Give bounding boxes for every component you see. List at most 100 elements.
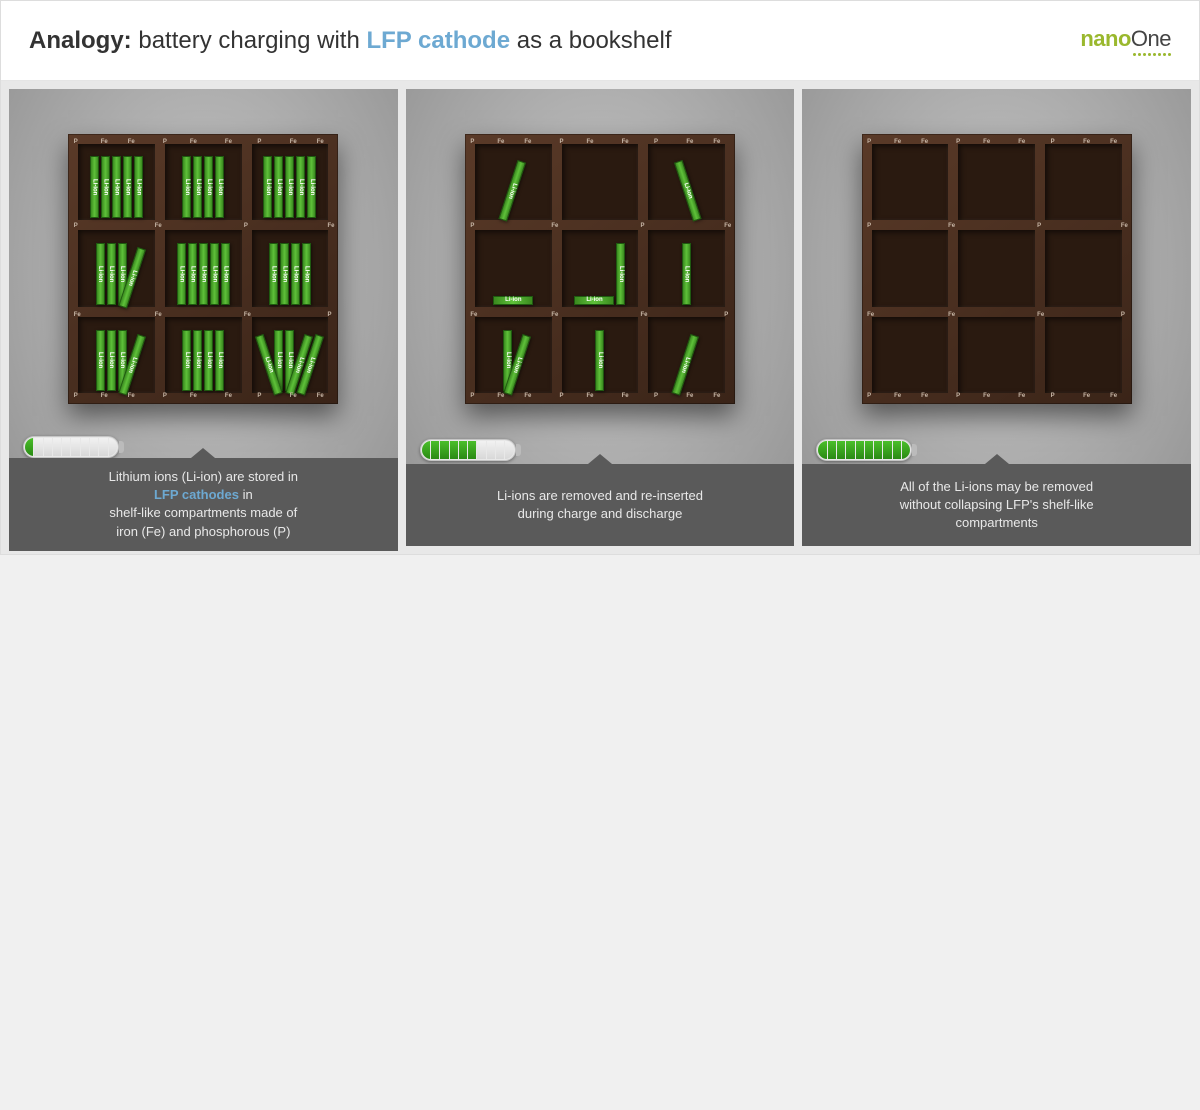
shelf-cell <box>562 144 639 221</box>
label-fe: Fe <box>1121 223 1128 229</box>
book-icon: Li-ion <box>177 243 186 305</box>
battery-segment <box>99 438 107 456</box>
battery-segment <box>902 441 910 459</box>
book-group <box>875 146 946 219</box>
logo-word-a: nano <box>1080 26 1131 51</box>
battery-segment <box>81 438 89 456</box>
book-icon: Li-ion <box>101 156 110 218</box>
title-bold: Analogy: <box>29 27 132 54</box>
book-icon: Li-ion <box>107 243 116 305</box>
label-fe: Fe <box>328 223 335 229</box>
shelf-cell: Li-ion <box>475 144 552 221</box>
book-icon: Li-ion <box>90 156 99 218</box>
label-fe: Fe <box>587 393 594 399</box>
label-p: P <box>1051 393 1055 399</box>
caption-part: Li-ions are removed and re-inserted duri… <box>497 488 703 521</box>
label-p: P <box>74 139 78 145</box>
header: Analogy: battery charging with LFP catho… <box>1 1 1199 81</box>
book-group <box>1048 232 1119 305</box>
book-group: Li-ionLi-ionLi-ionLi-ion <box>81 319 152 392</box>
book-icon: Li-ion <box>204 156 213 218</box>
book-group <box>961 146 1032 219</box>
label-fe: Fe <box>155 223 162 229</box>
book-icon: Li-ion <box>493 296 533 305</box>
label-p: P <box>244 223 248 229</box>
label-fe: Fe <box>622 393 629 399</box>
label-fe: Fe <box>641 312 648 318</box>
shelf-cell <box>958 230 1035 307</box>
shelf-cell: Li-ionLi-ionLi-ionLi-ion <box>78 317 155 394</box>
battery-segment <box>883 441 891 459</box>
book-group: Li-ion <box>478 146 549 219</box>
label-p: P <box>163 393 167 399</box>
caption-box: All of the Li-ions may be removed withou… <box>802 464 1191 546</box>
book-group: Li-ionLi-ionLi-ionLi-ionLi-ion <box>81 146 152 219</box>
logo-text: nanoOne <box>1080 26 1171 52</box>
shelf-cell: Li-ionLi-ionLi-ionLi-ionLi-ion <box>165 230 242 307</box>
label-fe: Fe <box>686 393 693 399</box>
book-icon: Li-ion <box>96 330 105 392</box>
panel-footer: Lithium ions (Li-ion) are stored in LFP … <box>9 436 398 546</box>
label-p: P <box>641 223 645 229</box>
book-icon: Li-ion <box>107 330 116 392</box>
battery-segment <box>487 441 495 459</box>
book-icon: Li-ion <box>302 243 311 305</box>
battery-segment <box>25 438 33 456</box>
label-p: P <box>257 393 261 399</box>
book-group: Li-ionLi-ionLi-ionLi-ion <box>168 319 239 392</box>
book-icon: Li-ion <box>204 330 213 392</box>
battery-segment <box>846 441 854 459</box>
battery-segment <box>90 438 98 456</box>
book-icon: Li-ion <box>595 330 604 392</box>
label-p: P <box>867 139 871 145</box>
label-fe: Fe <box>524 393 531 399</box>
book-icon: Li-ion <box>296 156 305 218</box>
label-fe: Fe <box>244 312 251 318</box>
battery-icon <box>420 439 516 461</box>
book-icon: Li-ion <box>182 156 191 218</box>
book-icon: Li-ion <box>199 243 208 305</box>
infographic-container: Analogy: battery charging with LFP catho… <box>0 0 1200 555</box>
book-group: Li-ion <box>651 232 722 305</box>
book-icon: Li-ion <box>188 243 197 305</box>
book-group: Li-ionLi-ionLi-ionLi-ionLi-ion <box>255 319 326 392</box>
book-icon: Li-ion <box>616 243 625 305</box>
battery-segment <box>450 441 458 459</box>
label-fe: Fe <box>155 312 162 318</box>
shelf-cell: Li-ion <box>475 230 552 307</box>
battery-segment <box>837 441 845 459</box>
book-icon: Li-ion <box>307 156 316 218</box>
book-icon: Li-ion <box>498 160 526 222</box>
book-icon: Li-ion <box>134 156 143 218</box>
title-accent: LFP cathode <box>366 27 510 54</box>
shelf-cell: Li-ion <box>648 230 725 307</box>
label-fe: Fe <box>128 393 135 399</box>
label-p: P <box>470 393 474 399</box>
shelf-area: Li-ionLi-ionLi-ionLi-ionLi-ionLi-ionLi-i… <box>9 89 398 436</box>
book-icon: Li-ion <box>574 296 614 305</box>
book-icon: Li-ion <box>215 330 224 392</box>
label-p: P <box>74 223 78 229</box>
book-icon: Li-ion <box>112 156 121 218</box>
book-group: Li-ionLi-ionLi-ionLi-ionLi-ion <box>168 232 239 305</box>
book-group: Li-ionLi-ionLi-ionLi-ion <box>255 232 326 305</box>
shelf-cell: Li-ionLi-ionLi-ionLi-ion <box>165 317 242 394</box>
label-fe: Fe <box>1018 393 1025 399</box>
book-group <box>1048 319 1119 392</box>
battery-segment <box>468 441 476 459</box>
label-fe: Fe <box>225 393 232 399</box>
book-group: Li-ion <box>651 146 722 219</box>
brand-logo: nanoOne <box>1080 26 1171 56</box>
label-fe: Fe <box>317 393 324 399</box>
shelf-cell <box>1045 144 1122 221</box>
shelf-cell <box>958 144 1035 221</box>
caption-text: All of the Li-ions may be removed withou… <box>900 478 1094 533</box>
title-part-2: as a bookshelf <box>510 27 671 54</box>
label-p: P <box>560 393 564 399</box>
book-icon: Li-ion <box>269 243 278 305</box>
panel-footer: All of the Li-ions may be removed withou… <box>802 436 1191 546</box>
panel-footer: Li-ions are removed and re-inserted duri… <box>406 436 795 546</box>
battery-segment <box>71 438 79 456</box>
label-p: P <box>867 393 871 399</box>
shelf-cell: Li-ion <box>648 317 725 394</box>
